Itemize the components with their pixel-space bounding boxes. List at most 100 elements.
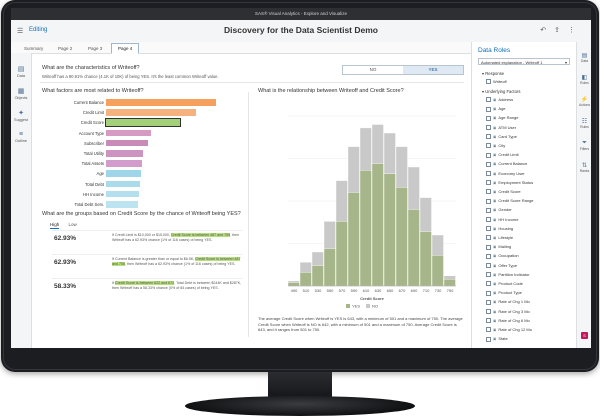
- factor-bar[interactable]: [106, 160, 143, 167]
- menu-icon[interactable]: ☰: [17, 28, 24, 35]
- rail-data[interactable]: ▤ Data: [11, 65, 31, 78]
- bar-yes[interactable]: [383, 173, 396, 287]
- factor-bar[interactable]: [106, 150, 144, 157]
- monitor-frame: SAS® Visual Analytics - Explore and Visu…: [1, 0, 599, 372]
- factor-item[interactable]: ▣ Offer Type: [486, 263, 517, 269]
- factor-bar[interactable]: [105, 118, 181, 127]
- rail-suggest[interactable]: ✦ Suggest: [11, 109, 31, 122]
- factor-item[interactable]: ▣ Product Code: [486, 281, 523, 287]
- factor-item[interactable]: ▣ State: [486, 336, 508, 342]
- rrail-filters[interactable]: ⏷ Filters: [577, 140, 591, 151]
- factor-item[interactable]: ▣ Current Balance: [486, 161, 527, 167]
- rrail-actions[interactable]: ⚡ Actions: [578, 97, 591, 107]
- bar-yes[interactable]: [335, 221, 348, 287]
- group-row[interactable]: 58.33% If Credit Score is between 622 an…: [52, 278, 242, 301]
- data-icon: ▤: [17, 66, 25, 73]
- explanation-select[interactable]: Automated explanation - Writeoff 1 ▾: [478, 58, 570, 65]
- factor-item[interactable]: ▣ Rate of Chg 1 Mo: [486, 299, 530, 305]
- factor-item[interactable]: ▣ Mailing: [486, 244, 511, 250]
- x-tick-label: 630: [375, 288, 382, 293]
- factor-item[interactable]: ▣ Rate of Chg 3 Mo: [486, 309, 530, 315]
- editing-mode-label[interactable]: Editing: [29, 27, 48, 33]
- factor-item[interactable]: ▣ HH Income: [486, 217, 518, 223]
- bar-yes[interactable]: [287, 282, 300, 287]
- bar-yes[interactable]: [323, 248, 336, 287]
- factor-bar[interactable]: [106, 170, 142, 177]
- factor-item[interactable]: ▣ Partition Indicator: [486, 272, 530, 278]
- bar-yes[interactable]: [443, 278, 456, 287]
- group-percent: 58.33%: [54, 283, 77, 290]
- rrail-data[interactable]: ▤ Data: [577, 52, 591, 63]
- bar-yes[interactable]: [299, 272, 312, 287]
- tab-low[interactable]: Low: [68, 222, 77, 227]
- factor-item[interactable]: ▣ Product Type: [486, 290, 522, 296]
- factor-bar[interactable]: [106, 129, 152, 137]
- rail-objects[interactable]: ▦ Objects: [11, 87, 31, 100]
- share-icon[interactable]: ⇪: [554, 27, 568, 34]
- bar-yes[interactable]: [359, 170, 372, 287]
- factor-item[interactable]: ▣ Credit Limit: [486, 152, 519, 158]
- report-canvas: What are the characteristics of Writeoff…: [32, 54, 471, 348]
- bar-yes[interactable]: [407, 209, 420, 287]
- chevron-down-icon: ▾: [564, 60, 567, 65]
- factor-bar[interactable]: [106, 109, 197, 116]
- factor-item[interactable]: ▣ Credit Score Range: [486, 198, 534, 204]
- factor-item[interactable]: ▣ Economy User: [486, 171, 525, 177]
- x-tick-label: 690: [411, 288, 418, 293]
- factor-bar[interactable]: [106, 201, 138, 208]
- undo-icon[interactable]: ↶: [540, 27, 555, 34]
- rrail-ranks[interactable]: ⇅ Ranks: [577, 162, 591, 173]
- bar-yes[interactable]: [419, 231, 432, 287]
- more-icon[interactable]: ⋮: [568, 27, 583, 34]
- group-row[interactable]: 62.93% If Current Balance is greater tha…: [52, 254, 242, 277]
- factor-bar[interactable]: [106, 139, 148, 147]
- factor-item[interactable]: ▣ Card Type: [486, 134, 517, 140]
- factor-label: Total Utility: [83, 151, 104, 156]
- rules-icon: ☷: [581, 119, 588, 125]
- group-percent: 62.93%: [54, 259, 77, 266]
- factors-group[interactable]: ▾ Underlying Factors: [482, 89, 521, 94]
- factor-item[interactable]: ▣ Housing: [486, 226, 513, 232]
- rail-outline[interactable]: ≡ Outline: [11, 131, 31, 143]
- response-item[interactable]: Writeoff: [486, 79, 507, 85]
- rrail-rules[interactable]: ☷ Rules: [577, 118, 591, 129]
- tab-page-3[interactable]: Page 3: [88, 46, 103, 51]
- right-rail: ▤ Data ◧ Roles ⚡ Actions ☷ Rules ⏷ Filters ⇅ R…: [576, 42, 591, 348]
- factor-bar[interactable]: [106, 190, 139, 198]
- factor-item[interactable]: ▣ Credit Score: [486, 189, 521, 195]
- ranks-icon: ⇅: [581, 163, 588, 169]
- factor-item[interactable]: ▣ Lifestyle: [486, 235, 513, 241]
- group-row[interactable]: 62.93% If Credit Limit is $10,000 or $15…: [52, 230, 242, 253]
- factor-item[interactable]: ▣ City: [486, 143, 505, 149]
- toggle-yes[interactable]: YES: [403, 66, 463, 74]
- group-percent: 62.93%: [54, 235, 77, 242]
- factor-item[interactable]: ▣ Address: [486, 97, 513, 103]
- bar-yes[interactable]: [395, 187, 408, 287]
- bar-yes[interactable]: [311, 265, 324, 287]
- factor-item[interactable]: ▣ Age Range: [486, 115, 518, 121]
- factor-item[interactable]: ▣ Gender: [486, 207, 512, 213]
- factor-label: Credit Score: [80, 120, 104, 126]
- tab-page-2[interactable]: Page 2: [58, 46, 73, 51]
- factor-item[interactable]: ▣ Employment Status: [486, 180, 533, 186]
- response-group[interactable]: ▾ Response: [482, 71, 505, 76]
- toggle-no[interactable]: NO: [369, 67, 377, 72]
- factor-bar[interactable]: [106, 180, 141, 188]
- factor-item[interactable]: ▣ Occupation: [486, 253, 519, 259]
- writeoff-toggle: NO YES: [342, 65, 464, 75]
- tab-summary[interactable]: Summary: [24, 46, 44, 51]
- factor-item[interactable]: ▣ Age: [486, 106, 506, 112]
- legend-yes: YES: [352, 304, 360, 309]
- factor-item[interactable]: ▣ Rate of Chg 6 Mo: [486, 318, 530, 324]
- rrail-roles[interactable]: ◧ Roles: [577, 74, 591, 85]
- tab-high[interactable]: High: [50, 222, 60, 229]
- factor-bar[interactable]: [106, 99, 216, 106]
- characteristics-question: What are the characteristics of Writeoff…: [42, 65, 140, 71]
- screen: SAS® Visual Analytics - Explore and Visu…: [11, 8, 591, 348]
- factor-item[interactable]: ▣ ATM User: [486, 125, 516, 131]
- tab-page-4[interactable]: Page 4: [111, 43, 140, 54]
- bar-yes[interactable]: [371, 163, 384, 287]
- bar-yes[interactable]: [347, 192, 360, 287]
- bar-yes[interactable]: [431, 255, 444, 287]
- factor-item[interactable]: ▣ Rate of Chg 12 Mo: [486, 327, 532, 333]
